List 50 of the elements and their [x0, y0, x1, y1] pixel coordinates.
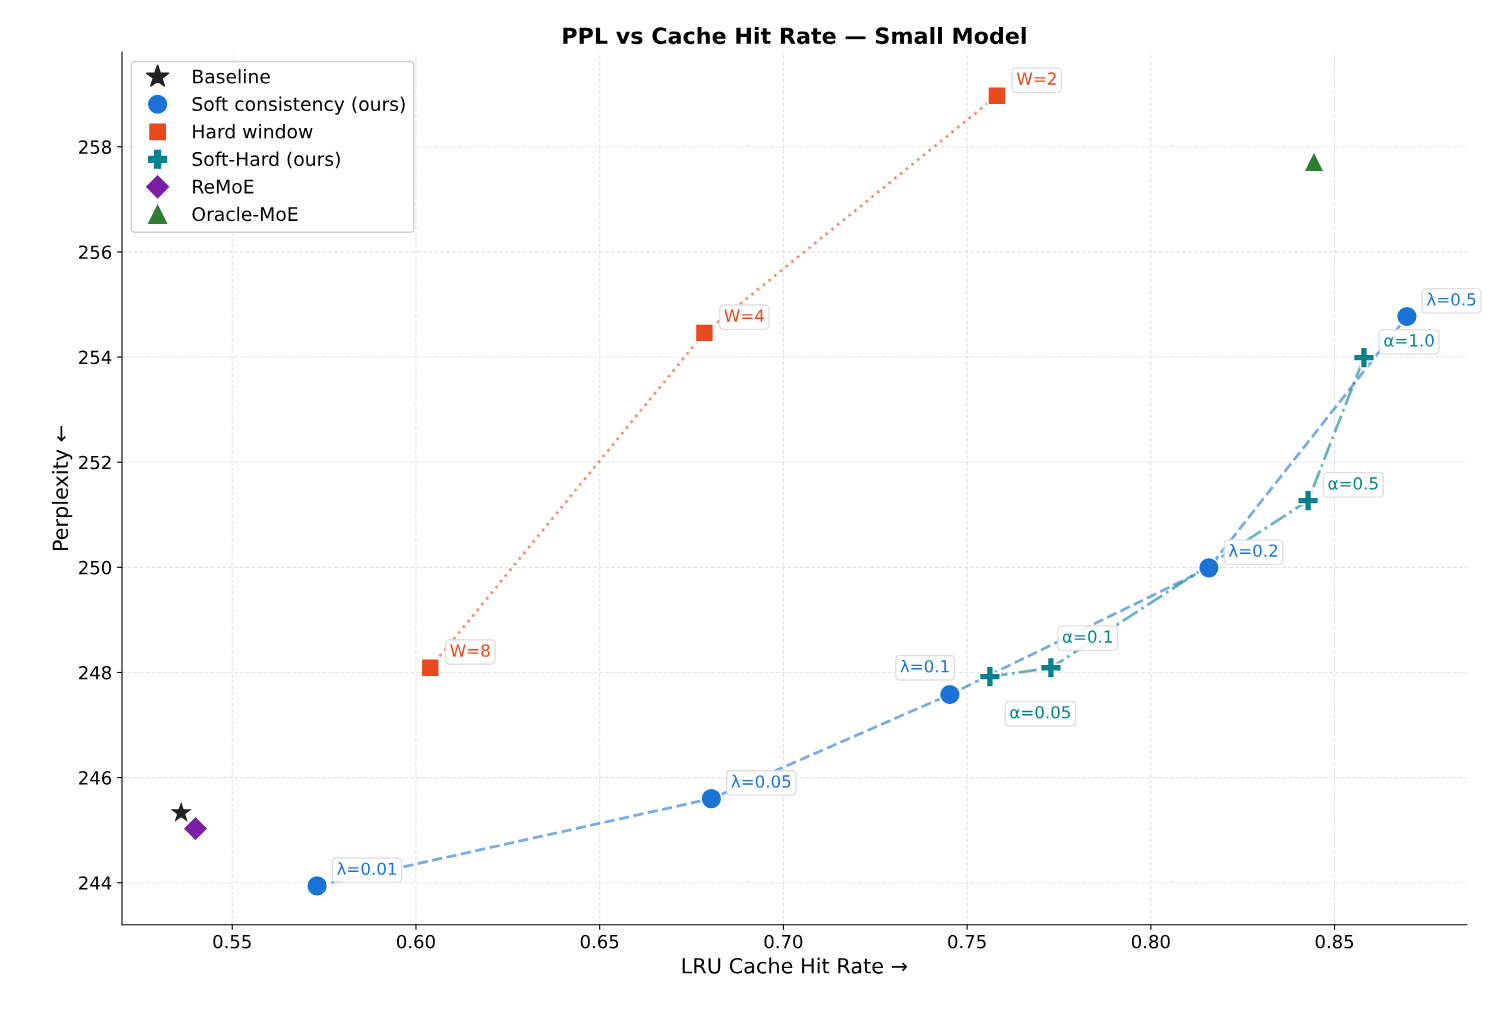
point [1302, 150, 1326, 173]
x-tick-label: 0.55 [213, 934, 251, 949]
y-tick-label: 250 [79, 560, 112, 575]
y-axis-title: Perplexity ← [52, 426, 73, 551]
legend-label: Hard window [193, 124, 313, 139]
point [987, 85, 1007, 106]
annotation: α=1.0 [1384, 334, 1434, 347]
annotation: α=0.5 [1328, 477, 1378, 490]
y-tick-label: 258 [79, 140, 112, 154]
point [978, 665, 1002, 688]
point [1197, 556, 1221, 580]
annotation: λ=0.01 [337, 862, 396, 876]
legend-label: ReMoE [193, 179, 254, 194]
x-tick-label: 0.60 [397, 934, 435, 949]
x-tick-label: 0.85 [1315, 934, 1354, 949]
x-tick-label: 0.70 [764, 934, 803, 949]
y-tick-label: 252 [79, 455, 111, 470]
legend-label: Soft consistency (ours) [192, 96, 405, 115]
point [1296, 489, 1320, 512]
point [1395, 305, 1419, 328]
y-tick-label: 246 [79, 771, 112, 785]
chart-title: PPL vs Cache Hit Rate — Small Model [563, 26, 1026, 45]
legend-label: Oracle-MoE [192, 206, 298, 222]
annotation: λ=0.2 [1228, 544, 1278, 557]
annotation: W=4 [724, 309, 764, 322]
y-tick-label: 244 [79, 876, 112, 890]
point [694, 323, 715, 343]
y-tick-label: 254 [79, 350, 112, 365]
point [1352, 346, 1376, 369]
point [420, 657, 441, 678]
annotation: λ=0.05 [731, 774, 791, 788]
annotation: W=8 [450, 644, 490, 657]
annotation: W=2 [1016, 72, 1056, 85]
legend-label: Baseline [193, 69, 270, 84]
point [1039, 656, 1063, 679]
x-tick-label: 0.65 [580, 934, 619, 949]
annotation: λ=0.5 [1426, 292, 1476, 306]
x-tick-label: 0.80 [1131, 934, 1170, 949]
annotation: α=0.1 [1062, 630, 1112, 643]
x-tick-label: 0.75 [948, 934, 986, 949]
legend-label: Soft-Hard (ours) [192, 151, 340, 169]
annotation: λ=0.1 [900, 659, 949, 673]
x-axis-title: LRU Cache Hit Rate → [682, 957, 908, 974]
point [305, 874, 329, 898]
point [700, 787, 723, 810]
point [181, 814, 210, 843]
y-tick-label: 256 [79, 245, 112, 260]
y-tick-label: 248 [79, 665, 112, 680]
point [938, 683, 962, 706]
annotation: α=0.05 [1010, 705, 1070, 719]
